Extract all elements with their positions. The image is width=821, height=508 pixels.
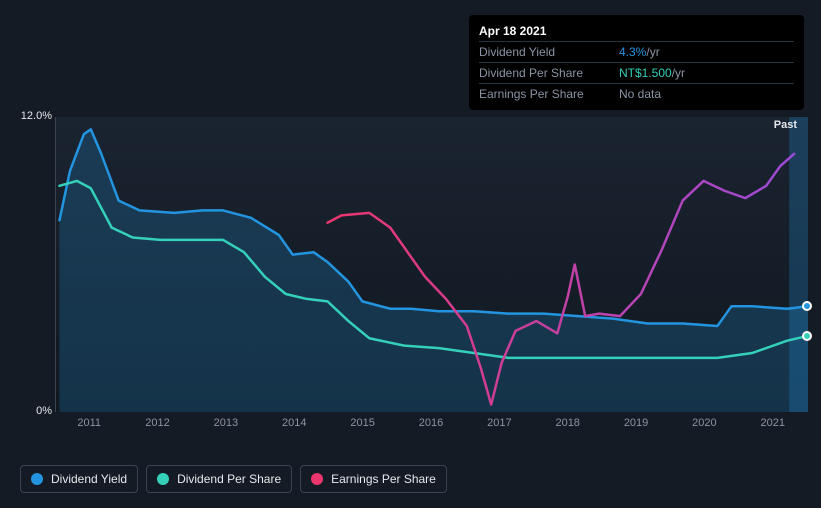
chart-legend: Dividend Yield Dividend Per Share Earnings… <box>20 465 447 493</box>
x-axis-tick: 2019 <box>602 417 670 437</box>
tooltip-metric-value: NT$1.500 <box>619 66 672 80</box>
series-end-marker <box>802 301 812 311</box>
x-axis-tick: 2017 <box>465 417 533 437</box>
x-axis-tick: 2021 <box>739 417 807 437</box>
chart-container: 12.0% 0% Past 20112012201320142015201620… <box>20 105 810 450</box>
chart-tooltip: Apr 18 2021 Dividend Yield4.3% /yrDivide… <box>469 15 804 110</box>
tooltip-metric-label: Earnings Per Share <box>479 87 619 101</box>
past-period-label: Past <box>774 119 797 131</box>
y-axis-top-label: 12.0% <box>12 110 52 122</box>
series-end-marker <box>802 331 812 341</box>
legend-label: Dividend Per Share <box>177 472 281 486</box>
tooltip-date: Apr 18 2021 <box>479 21 794 41</box>
x-axis-tick: 2018 <box>534 417 602 437</box>
x-axis-tick: 2020 <box>670 417 738 437</box>
x-axis-tick: 2013 <box>192 417 260 437</box>
tooltip-metric-unit: /yr <box>672 66 685 80</box>
legend-item[interactable]: Dividend Yield <box>20 465 138 493</box>
chart-plot-area[interactable]: Past <box>55 117 807 412</box>
tooltip-row: Dividend Yield4.3% /yr <box>479 41 794 62</box>
x-axis-tick: 2016 <box>397 417 465 437</box>
legend-swatch <box>157 473 169 485</box>
tooltip-metric-value: 4.3% <box>619 45 646 59</box>
legend-label: Earnings Per Share <box>331 472 436 486</box>
legend-swatch <box>311 473 323 485</box>
legend-item[interactable]: Earnings Per Share <box>300 465 447 493</box>
x-axis-tick: 2015 <box>328 417 396 437</box>
x-axis-tick: 2012 <box>123 417 191 437</box>
x-axis-tick: 2014 <box>260 417 328 437</box>
tooltip-row: Earnings Per ShareNo data <box>479 83 794 104</box>
legend-label: Dividend Yield <box>51 472 127 486</box>
tooltip-row: Dividend Per ShareNT$1.500 /yr <box>479 62 794 83</box>
tooltip-metric-label: Dividend Yield <box>479 45 619 59</box>
tooltip-metric-value: No data <box>619 87 661 101</box>
tooltip-metric-unit: /yr <box>646 45 659 59</box>
chart-svg <box>56 117 808 412</box>
legend-swatch <box>31 473 43 485</box>
x-axis-labels: 2011201220132014201520162017201820192020… <box>55 417 807 437</box>
tooltip-metric-label: Dividend Per Share <box>479 66 619 80</box>
x-axis-tick: 2011 <box>55 417 123 437</box>
legend-item[interactable]: Dividend Per Share <box>146 465 292 493</box>
y-axis-bottom-label: 0% <box>12 405 52 417</box>
